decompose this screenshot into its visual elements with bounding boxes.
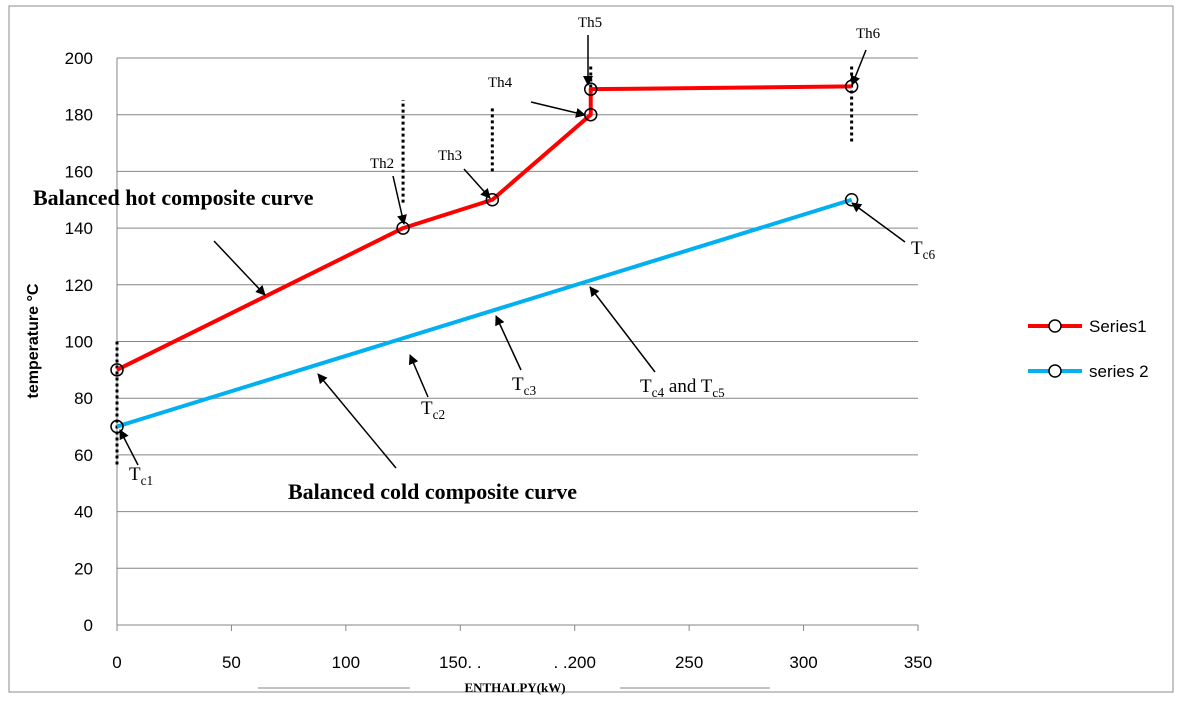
legend-marker	[1048, 364, 1062, 378]
x-axis-title: ENTHALPY(kW)	[464, 680, 565, 695]
arrow-tc3	[495, 315, 522, 371]
arrow-cold-curve	[317, 373, 397, 469]
arrow-tc4	[589, 286, 656, 373]
y-tick-label: 160	[65, 162, 93, 181]
legend-marker	[1048, 319, 1062, 333]
y-tick-label: 40	[74, 503, 93, 522]
series1-line	[116, 84, 852, 372]
label-th2: Th2	[370, 156, 394, 172]
legend-label-series2: series 2	[1089, 362, 1149, 381]
arrow-th2	[392, 175, 407, 225]
y-tick-label: 60	[74, 446, 93, 465]
series1-point	[110, 363, 124, 377]
arrow-th6	[850, 49, 867, 86]
y-tick-label: 20	[74, 559, 93, 578]
series2-point	[110, 419, 124, 434]
y-tick-label: 140	[65, 219, 93, 238]
series2-line	[116, 197, 853, 429]
x-tick-label: 300	[789, 653, 817, 672]
label-th3: Th3	[438, 148, 462, 164]
label-tc4-tc5: Tc4 and Tc5	[640, 376, 725, 400]
annotation-layer: Th2 Th3 Th4 Th5 Th6 Tc1 Tc2 Tc3 Tc4 and Tc5 Tc6 Ba…	[33, 15, 936, 504]
series1-point	[485, 193, 500, 207]
arrow-hot-curve	[213, 240, 266, 296]
y-tick-label: 0	[84, 616, 93, 635]
arrow-tc1	[119, 429, 139, 466]
annotation-hot-curve: Balanced hot composite curve	[33, 185, 314, 210]
arrow-th4	[530, 101, 586, 118]
y-tick-label: 100	[65, 333, 93, 352]
y-tick-label: 80	[74, 389, 93, 408]
label-th6: Th6	[856, 26, 881, 42]
legend: Series1 series 2	[1028, 317, 1149, 381]
label-tc2: Tc2	[421, 398, 445, 422]
x-tick-label: 0	[112, 653, 121, 672]
y-tick-label: 200	[65, 49, 93, 68]
y-tick-label: 180	[65, 106, 93, 125]
label-tc6: Tc6	[911, 238, 936, 262]
arrow-th3	[463, 168, 491, 199]
legend-label-series1: Series1	[1089, 317, 1147, 336]
arrow-tc6	[851, 202, 906, 243]
label-th5: Th5	[578, 15, 602, 31]
label-th4: Th4	[488, 75, 513, 91]
annotation-cold-curve: Balanced cold composite curve	[288, 479, 577, 504]
arrow-tc2	[408, 354, 429, 398]
label-tc3: Tc3	[512, 374, 537, 398]
x-tick-label: 150. .	[439, 653, 482, 672]
x-tick-label: 50	[222, 653, 241, 672]
label-tc1: Tc1	[129, 464, 153, 488]
x-tick-label: 100	[332, 653, 360, 672]
x-tick-label: . .200	[553, 653, 596, 672]
x-tick-label: 250	[675, 653, 703, 672]
x-tick-label: 350	[904, 653, 932, 672]
y-axis-title: temperature °C	[25, 283, 42, 398]
y-tick-label: 120	[65, 276, 93, 295]
axis-layer: 0 20 40 60 80 100 120 140 160 180 200 0 50 100 150. ..…	[25, 49, 932, 695]
